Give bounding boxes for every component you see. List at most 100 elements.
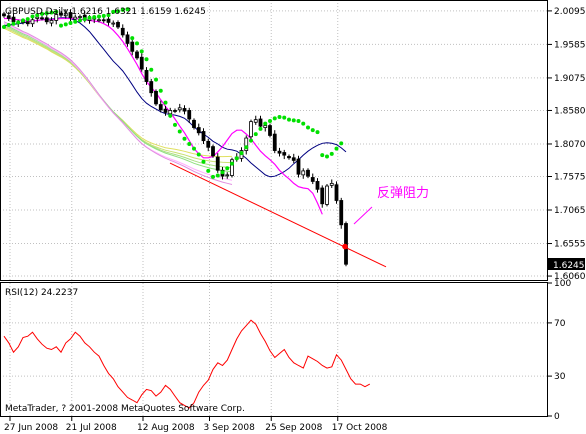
psar-dot	[158, 88, 163, 93]
resistance-point	[342, 243, 348, 250]
annotation-label: 反弹阻力	[377, 186, 429, 201]
psar-dot	[44, 11, 49, 16]
candle-body	[211, 146, 215, 157]
psar-dot	[40, 11, 44, 16]
candle-body	[130, 41, 135, 52]
psar-dot	[68, 21, 73, 26]
candle-body	[49, 20, 54, 24]
psar-dot	[11, 21, 16, 26]
candle-body	[215, 156, 220, 171]
rsi-grid	[0, 283, 548, 416]
candle-body	[225, 174, 230, 177]
psar-dot	[154, 77, 158, 82]
candle-body	[206, 140, 211, 148]
psar-dot	[301, 121, 306, 126]
price-tick-label: 1.6555	[554, 240, 586, 250]
psar-dot	[268, 118, 272, 123]
candle-body	[296, 158, 301, 175]
candle-body	[78, 16, 82, 18]
candle-body	[258, 118, 263, 127]
candle-body	[35, 16, 40, 19]
psar-dot	[6, 23, 11, 28]
psar-dot	[35, 13, 40, 18]
psar-dot	[130, 36, 135, 41]
copyright-footer: MetaTrader, ? 2001-2008 MetaQuotes Softw…	[5, 404, 245, 414]
price-pane[interactable]: 反弹阻力 GBPUSD,Daily 1.6216 1.6321 1.6159 1…	[0, 0, 548, 281]
psar-dot	[87, 15, 92, 20]
psar-dot	[329, 151, 334, 156]
candle-body	[329, 182, 334, 186]
psar-dot	[320, 153, 325, 158]
candle-body	[154, 91, 158, 105]
psar-dot	[201, 159, 206, 164]
candle-body	[301, 170, 306, 176]
psar-dot	[315, 130, 320, 135]
main-pane-frame	[0, 0, 548, 281]
psar-dot	[234, 156, 239, 161]
time-tick-label: 17 Oct 2008	[332, 423, 388, 433]
psar-dot	[163, 100, 168, 105]
psar-dot	[21, 18, 25, 23]
psar-dot	[59, 23, 63, 28]
psar-dot	[168, 113, 173, 118]
candle-body	[230, 159, 234, 176]
time-axis[interactable]: 27 Jun 2008 21 Jul 2008 12 Aug 2008 3 Sep 2…	[4, 417, 388, 433]
support-trendline[interactable]	[169, 162, 387, 268]
candle-body	[149, 81, 154, 94]
candle-body	[201, 131, 206, 142]
psar-dot	[73, 19, 78, 24]
psar-dot	[296, 118, 301, 123]
time-tick-label: 3 Sep 2008	[204, 423, 256, 433]
psar-dot	[187, 141, 192, 146]
ma-navy-line	[3, 17, 347, 178]
price-tick-label: 1.6060	[554, 272, 586, 282]
candle-body	[187, 110, 192, 120]
psar-dot	[272, 116, 277, 121]
candle-body	[2, 13, 6, 17]
candle-body	[306, 169, 310, 177]
psar-dot	[139, 49, 144, 54]
candle-body	[54, 14, 59, 21]
candle-body	[44, 17, 49, 23]
rsi-pane[interactable]: RSI(12) 24.2237 MetaTrader, ? 2001-2008 …	[0, 282, 548, 417]
rsi-label: RSI(12) 24.2237	[5, 288, 78, 298]
psar-dot	[173, 122, 177, 127]
current-price-label: 1.6245	[553, 261, 585, 271]
time-tick-label: 12 Aug 2008	[137, 423, 195, 433]
rsi-tick-label: 100	[554, 279, 571, 289]
time-tick-label: 27 Jun 2008	[4, 423, 58, 433]
rsi-tick-label: 30	[554, 372, 566, 382]
candle-body	[325, 185, 329, 205]
psar-dot	[215, 173, 220, 178]
psar-dot	[211, 174, 215, 179]
candle-body	[30, 19, 35, 25]
psar-dot	[253, 132, 258, 137]
candle-body	[139, 56, 144, 70]
psar-dot	[16, 20, 21, 25]
candle-body	[59, 12, 63, 16]
psar-dot	[78, 18, 82, 23]
annotation-pointer-line	[353, 206, 373, 225]
ma-ribbon-violet	[3, 21, 233, 185]
candle-body	[334, 184, 339, 201]
psar-dot	[2, 25, 6, 29]
psar-dot	[282, 115, 287, 120]
psar-dot	[111, 9, 116, 14]
rsi-line	[3, 319, 371, 409]
rsi-axis[interactable]: 100 70 30 0	[548, 279, 571, 422]
time-tick-label: 25 Sep 2008	[265, 423, 322, 433]
psar-dot	[220, 170, 225, 175]
price-tick-label: 1.7065	[554, 206, 586, 216]
psar-dot	[54, 9, 59, 14]
candle-body	[291, 157, 296, 161]
psar-dot	[244, 145, 249, 150]
psar-dot	[263, 121, 268, 126]
candle-body	[177, 107, 182, 111]
psar-dot	[49, 10, 54, 15]
price-axis[interactable]: 2.0095 1.9585 1.9075 1.8580 1.8070 1.7575 1.70…	[548, 7, 586, 282]
ma-ribbon-green-2	[3, 23, 233, 173]
candle-body	[320, 187, 325, 205]
candle-body	[6, 15, 11, 19]
candle-body	[73, 16, 78, 20]
